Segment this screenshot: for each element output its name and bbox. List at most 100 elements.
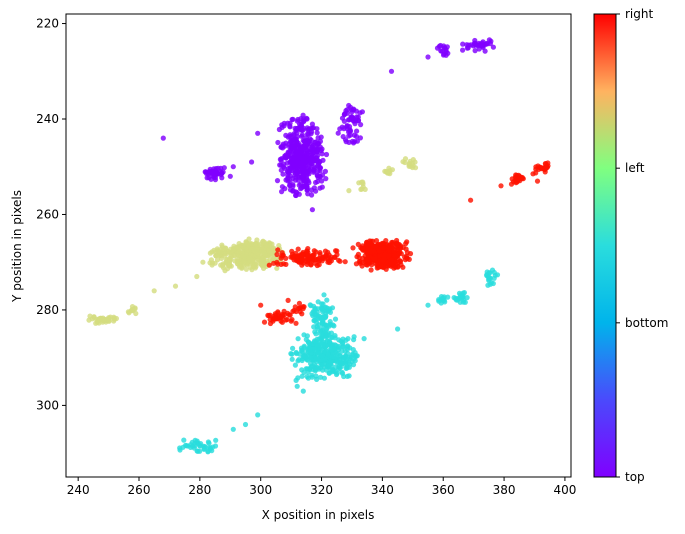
data-point [350, 115, 356, 121]
data-point [206, 175, 212, 181]
data-point [289, 248, 295, 254]
data-point [216, 249, 223, 255]
data-point [287, 134, 293, 140]
data-point [350, 347, 356, 353]
data-point [255, 412, 261, 418]
data-point [298, 161, 304, 168]
x-tick-label: 340 [371, 483, 394, 497]
data-point [290, 345, 296, 351]
data-point [318, 134, 324, 140]
data-point [285, 153, 291, 160]
data-point [515, 176, 522, 182]
data-point [319, 306, 325, 312]
data-point [491, 275, 497, 281]
data-point [304, 333, 310, 339]
data-point [295, 177, 301, 183]
data-point [309, 311, 315, 317]
data-point [326, 259, 333, 266]
data-point [299, 348, 305, 354]
data-point [328, 254, 334, 260]
data-point [341, 126, 347, 132]
data-point [460, 41, 466, 47]
data-point [291, 164, 297, 170]
data-point [292, 304, 298, 310]
data-point [309, 341, 315, 347]
data-point [337, 126, 343, 132]
data-point [281, 123, 287, 129]
data-point [321, 292, 327, 298]
data-point [468, 197, 474, 203]
data-point [460, 47, 466, 53]
data-point [219, 242, 225, 248]
data-point [410, 157, 416, 163]
data-point [360, 260, 366, 266]
data-point [323, 252, 329, 258]
data-point [534, 178, 541, 184]
data-point [543, 163, 550, 170]
data-point [324, 297, 330, 303]
data-point [339, 348, 345, 354]
data-point [295, 336, 301, 342]
data-point [304, 374, 310, 380]
data-point [341, 373, 347, 380]
data-point [351, 337, 357, 343]
data-point [311, 252, 317, 258]
data-point [382, 251, 389, 258]
data-point [270, 245, 277, 251]
data-point [380, 258, 386, 264]
data-point [315, 351, 321, 357]
data-point [355, 241, 361, 247]
data-point [293, 320, 299, 326]
data-point [372, 256, 378, 262]
data-point [311, 164, 317, 170]
data-point [316, 256, 322, 262]
data-point [340, 341, 346, 347]
data-point [312, 306, 318, 312]
data-point [328, 334, 334, 341]
data-point [353, 133, 360, 140]
data-point [356, 180, 362, 186]
data-point [319, 339, 325, 345]
data-point [130, 307, 136, 313]
data-point [341, 118, 347, 124]
data-point [287, 159, 293, 165]
data-point [320, 320, 326, 326]
data-point [293, 192, 299, 199]
data-point [358, 122, 364, 128]
data-point [304, 248, 310, 254]
data-point [308, 187, 315, 193]
data-point [96, 317, 102, 323]
data-point [309, 192, 315, 198]
data-point [275, 247, 281, 253]
data-point [210, 444, 216, 450]
data-point [250, 264, 256, 270]
x-tick-label: 240 [67, 483, 90, 497]
data-point [346, 188, 352, 194]
data-point [267, 312, 273, 318]
data-point [357, 110, 363, 116]
data-point [293, 150, 299, 156]
data-point [213, 437, 219, 443]
data-point [281, 164, 287, 170]
colorbar-tick-label: left [625, 161, 645, 175]
data-point [248, 252, 254, 258]
data-point [361, 336, 367, 342]
data-point [279, 189, 285, 195]
x-axis-ticks: 240 260 280 300 320 340 360 380 400 [67, 477, 576, 497]
data-point [301, 369, 307, 375]
data-point [258, 249, 264, 255]
data-point [342, 259, 348, 265]
data-point [325, 351, 331, 358]
y-tick-label: 280 [36, 303, 59, 317]
data-point [243, 266, 249, 272]
data-point [387, 168, 393, 174]
data-point [314, 130, 320, 136]
colorbar-tick-label: top [625, 470, 645, 484]
data-point [349, 107, 355, 113]
data-point [243, 239, 249, 245]
data-point [230, 164, 236, 170]
data-point [292, 362, 298, 368]
data-point [247, 241, 254, 247]
data-point [275, 139, 281, 146]
data-point [87, 313, 93, 319]
